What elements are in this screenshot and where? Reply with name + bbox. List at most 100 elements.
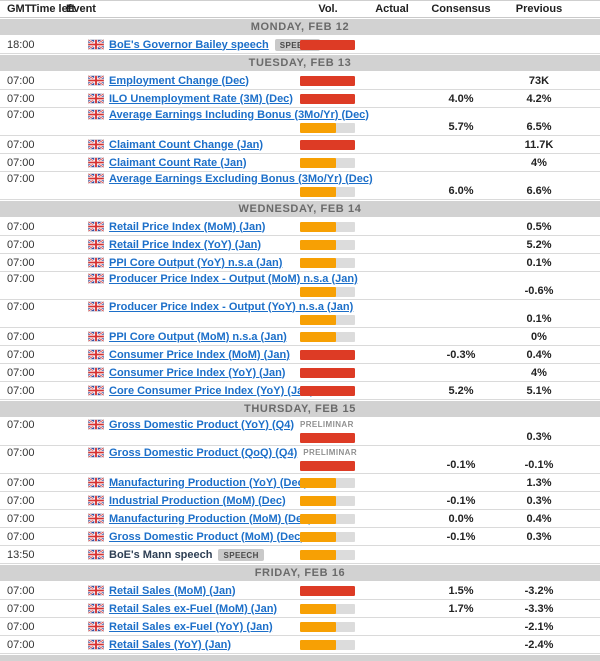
event-link[interactable]: Gross Domestic Product (MoM) (Dec): [109, 530, 304, 543]
day-header-label: WEDNESDAY, FEB 14: [238, 203, 362, 215]
event-link[interactable]: Gross Domestic Product (YoY) (Q4): [109, 418, 294, 431]
event-cell: Claimant Count Rate (Jan): [66, 157, 298, 169]
event-link[interactable]: BoE's Governor Bailey speech: [109, 38, 269, 51]
event-link[interactable]: PPI Core Output (MoM) n.s.a (Jan): [109, 330, 287, 343]
event-time: 07:00: [7, 330, 35, 343]
uk-flag-icon: [88, 477, 104, 488]
uk-flag-icon: [88, 531, 104, 542]
volatility-bar-medium: [300, 186, 336, 197]
volatility-bar-medium: [300, 495, 336, 506]
event-cell: Claimant Count Change (Jan): [66, 139, 298, 151]
volatility-bar-medium: [300, 314, 336, 325]
event-row: 07:00 Industrial Production (MoM) (Dec) -…: [0, 492, 600, 510]
volatility-cell: [298, 331, 358, 342]
day-header-label: THURSDAY, FEB 15: [244, 403, 356, 415]
volatility-bar-high: [300, 349, 355, 360]
volatility-cell: [298, 621, 358, 632]
volatility-cell: [298, 75, 358, 86]
consensus-value: -0.1%: [446, 459, 476, 471]
event-link[interactable]: Claimant Count Change (Jan): [109, 138, 264, 151]
event-link[interactable]: ILO Unemployment Rate (3M) (Dec): [109, 92, 293, 105]
uk-flag-icon: [88, 273, 104, 284]
event-link[interactable]: Manufacturing Production (MoM) (Dec): [109, 512, 312, 525]
volatility-cell: [298, 460, 358, 471]
uk-flag-icon: [88, 239, 104, 250]
event-link[interactable]: Industrial Production (MoM) (Dec): [109, 494, 286, 507]
event-link[interactable]: Producer Price Index - Output (MoM) n.s.…: [109, 272, 358, 285]
col-header-vol: Vol.: [318, 3, 338, 15]
uk-flag-icon: [88, 585, 104, 596]
event-cell: Average Earnings Excluding Bonus (3Mo/Yr…: [66, 173, 426, 185]
day-header-label: FRIDAY, FEB 16: [254, 567, 346, 579]
consensus-value: [426, 325, 496, 326]
event-cell: Employment Change (Dec): [66, 75, 298, 87]
volatility-cell: [298, 585, 358, 596]
volatility-track: [300, 93, 355, 104]
day-header: WEDNESDAY, FEB 14: [0, 200, 600, 218]
event-time: 13:50: [7, 548, 35, 561]
previous-value: 73K: [528, 74, 550, 87]
event-time: 07:00: [7, 384, 35, 397]
event-cell: Producer Price Index - Output (MoM) n.s.…: [66, 273, 426, 285]
event-row: 07:00 Consumer Price Index (MoM) (Jan) -0…: [0, 346, 600, 364]
volatility-track: [300, 495, 355, 506]
day-header-label: MONDAY, FEB 12: [250, 21, 350, 33]
volatility-bar-medium: [300, 531, 336, 542]
event-link[interactable]: Retail Price Index (MoM) (Jan): [109, 220, 266, 233]
event-link[interactable]: Gross Domestic Product (QoQ) (Q4): [109, 446, 298, 459]
event-link[interactable]: Manufacturing Production (YoY) (Dec): [109, 476, 308, 489]
volatility-track: [300, 331, 355, 342]
uk-flag-icon: [88, 257, 104, 268]
volatility-bar-high: [300, 75, 355, 86]
event-time: 07:00: [7, 74, 35, 87]
event-link[interactable]: Average Earnings Excluding Bonus (3Mo/Yr…: [109, 172, 373, 185]
event-link[interactable]: Retail Price Index (YoY) (Jan): [109, 238, 262, 251]
previous-value: 0.5%: [526, 220, 552, 233]
volatility-track: [300, 122, 355, 133]
event-time: 07:00: [7, 156, 35, 169]
previous-value: 0.1%: [526, 256, 552, 269]
col-header-gmt: GMT: [7, 3, 32, 15]
col-header-actual: Actual: [375, 3, 409, 15]
event-link[interactable]: Retail Sales (YoY) (Jan): [109, 638, 232, 651]
day-header: FRIDAY, FEB 16: [0, 564, 600, 582]
previous-value: -2.4%: [524, 638, 554, 651]
volatility-cell: [298, 367, 358, 378]
previous-value: -3.2%: [524, 584, 554, 597]
event-link[interactable]: Consumer Price Index (MoM) (Jan): [109, 348, 290, 361]
event-time: 07:00: [7, 348, 35, 361]
previous-value: 5.2%: [526, 238, 552, 251]
event-row: 07:00 Retail Sales (YoY) (Jan) -2.4%: [0, 636, 600, 654]
event-time: 07:00: [7, 512, 35, 525]
volatility-cell: [298, 385, 358, 396]
event-link[interactable]: Consumer Price Index (YoY) (Jan): [109, 366, 286, 379]
event-time: 07:00: [7, 494, 35, 507]
volatility-track: [300, 603, 355, 614]
event-link[interactable]: PPI Core Output (YoY) n.s.a (Jan): [109, 256, 283, 269]
volatility-bar-high: [300, 367, 355, 378]
volatility-track: [300, 367, 355, 378]
event-link[interactable]: Retail Sales ex-Fuel (YoY) (Jan): [109, 620, 273, 633]
day-header-label: TUESDAY, FEB 13: [248, 57, 352, 69]
event-link[interactable]: Retail Sales (MoM) (Jan): [109, 584, 236, 597]
event-time: 07:00: [7, 256, 35, 269]
volatility-track: [300, 239, 355, 250]
event-link[interactable]: Average Earnings Including Bonus (3Mo/Yr…: [109, 108, 369, 121]
event-time: 07:00: [7, 620, 35, 633]
volatility-cell: [298, 239, 358, 250]
event-link[interactable]: Core Consumer Price Index (YoY) (Jan): [109, 384, 314, 397]
volatility-bar-high: [300, 460, 355, 471]
volatility-bar-high: [300, 385, 355, 396]
preliminary-badge: PRELIMINAR: [300, 420, 354, 429]
volatility-bar-medium: [300, 513, 336, 524]
volatility-track: [300, 585, 355, 596]
event-link[interactable]: Retail Sales ex-Fuel (MoM) (Jan): [109, 602, 278, 615]
event-cell: BoE's Mann speech SPEECH: [66, 548, 298, 561]
event-link[interactable]: Producer Price Index - Output (YoY) n.s.…: [109, 300, 354, 313]
uk-flag-icon: [88, 639, 104, 650]
event-cell: Consumer Price Index (YoY) (Jan): [66, 367, 298, 379]
event-link[interactable]: Claimant Count Rate (Jan): [109, 156, 247, 169]
event-link[interactable]: Employment Change (Dec): [109, 74, 249, 87]
volatility-track: [300, 432, 355, 443]
previous-value: 0.4%: [526, 348, 552, 361]
